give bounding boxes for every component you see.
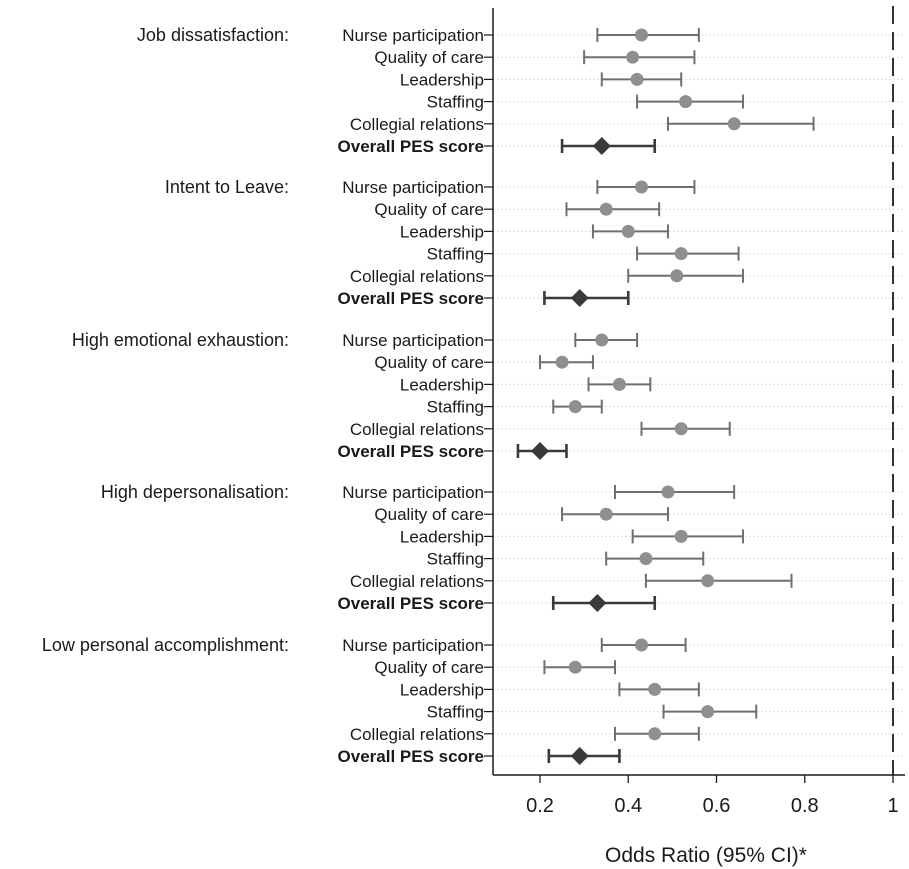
estimate-point xyxy=(599,507,613,521)
estimate-point xyxy=(568,660,582,674)
row-label: Nurse participation xyxy=(342,26,484,45)
row-label: Leadership xyxy=(400,680,484,699)
overall-estimate-diamond xyxy=(588,594,607,612)
row-label: Collegial relations xyxy=(350,572,484,591)
row-label: Nurse participation xyxy=(342,483,484,502)
group-label: Intent to Leave: xyxy=(165,177,289,197)
estimate-point xyxy=(648,727,662,741)
estimate-point xyxy=(612,377,626,391)
row-label: Leadership xyxy=(400,70,484,89)
row-label: Quality of care xyxy=(374,200,484,219)
overall-estimate-diamond xyxy=(531,442,549,460)
row-label: Leadership xyxy=(400,222,484,241)
row-label: Collegial relations xyxy=(350,267,484,286)
estimate-point xyxy=(634,638,648,652)
row-label: Quality of care xyxy=(374,353,484,372)
row-label: Staffing xyxy=(427,245,484,264)
x-axis-title: Odds Ratio (95% CI)* xyxy=(605,844,807,867)
overall-row-label: Overall PES score xyxy=(338,137,484,156)
x-axis-ticks: 0.2 0.4 0.6 0.8 1 xyxy=(526,775,899,817)
plot-marks xyxy=(516,6,894,775)
row-label: Collegial relations xyxy=(350,420,484,439)
estimate-point xyxy=(648,682,662,696)
estimate-point xyxy=(555,355,569,369)
row-label: Nurse participation xyxy=(342,178,484,197)
estimate-point xyxy=(634,28,648,42)
row-label: Nurse participation xyxy=(342,636,484,655)
group-label: High emotional exhaustion: xyxy=(72,330,289,350)
row-label: Leadership xyxy=(400,375,484,394)
row-label: Quality of care xyxy=(374,48,484,67)
overall-row-label: Overall PES score xyxy=(338,289,484,308)
overall-estimate-diamond xyxy=(570,747,589,765)
overall-row-label: Overall PES score xyxy=(338,594,484,613)
x-tick-label: 0.4 xyxy=(614,795,642,817)
overall-estimate-diamond xyxy=(570,289,589,307)
estimate-point xyxy=(674,529,688,543)
estimate-point xyxy=(670,269,684,283)
estimate-point xyxy=(701,705,715,719)
row-label: Staffing xyxy=(427,93,484,112)
estimate-point xyxy=(626,50,640,64)
estimate-point xyxy=(621,224,635,238)
estimate-point xyxy=(674,422,688,436)
group-label: High depersonalisation: xyxy=(101,482,289,502)
estimate-point xyxy=(701,574,715,588)
estimate-point xyxy=(568,400,582,414)
overall-row-label: Overall PES score xyxy=(338,442,484,461)
gridlines xyxy=(493,34,905,757)
estimate-point xyxy=(595,333,609,347)
row-label: Leadership xyxy=(400,527,484,546)
estimate-point xyxy=(727,117,741,131)
row-label: Staffing xyxy=(427,550,484,569)
overall-estimate-diamond xyxy=(592,137,611,155)
group-label: Low personal accomplishment: xyxy=(42,635,289,655)
row-label: Staffing xyxy=(427,703,484,722)
estimate-point xyxy=(679,95,693,109)
row-label: Nurse participation xyxy=(342,331,484,350)
row-label: Quality of care xyxy=(374,658,484,677)
group-label: Job dissatisfaction: xyxy=(137,25,289,45)
row-label: Collegial relations xyxy=(350,725,484,744)
row-labels: Job dissatisfaction: Nurse participation Q… xyxy=(42,25,493,766)
row-label: Staffing xyxy=(427,398,484,417)
estimate-point xyxy=(661,485,675,499)
row-label: Collegial relations xyxy=(350,115,484,134)
x-tick-label: 0.6 xyxy=(703,795,731,817)
estimate-point xyxy=(599,202,613,216)
estimate-point xyxy=(674,247,688,261)
estimate-point xyxy=(639,552,653,566)
row-label: Quality of care xyxy=(374,505,484,524)
x-tick-label: 1 xyxy=(887,795,898,817)
estimate-point xyxy=(630,72,644,86)
x-tick-label: 0.2 xyxy=(526,795,554,817)
x-tick-label: 0.8 xyxy=(791,795,819,817)
overall-row-label: Overall PES score xyxy=(338,747,484,766)
estimate-point xyxy=(634,180,648,194)
